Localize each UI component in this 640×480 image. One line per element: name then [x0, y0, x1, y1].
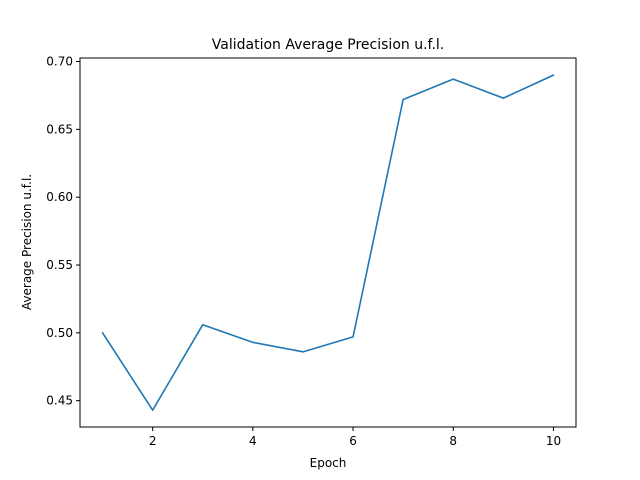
y-tick-label: 0.55	[46, 258, 73, 272]
x-tick-label: 10	[546, 434, 561, 448]
series-line	[101, 74, 555, 411]
x-tick-label: 4	[249, 434, 257, 448]
chart-title: Validation Average Precision u.f.l.	[212, 37, 444, 53]
x-tick-label: 8	[449, 434, 457, 448]
x-tick-label: 6	[349, 434, 357, 448]
y-axis: 0.45 0.50 0.55 0.60 0.65 0.70	[46, 55, 80, 408]
y-tick-label: 0.45	[46, 394, 73, 408]
y-tick-label: 0.70	[46, 55, 73, 69]
x-axis-title: Epoch	[310, 456, 347, 470]
series-layer	[101, 74, 555, 411]
y-axis-title: Average Precision u.f.l.	[20, 174, 34, 310]
plot-area	[79, 57, 577, 428]
y-tick-label: 0.60	[46, 190, 73, 204]
plot-frame	[79, 57, 577, 428]
x-axis: 2 4 6 8 10	[149, 427, 561, 448]
y-tick-label: 0.65	[46, 122, 73, 136]
y-tick-label: 0.50	[46, 326, 73, 340]
x-tick-label: 2	[149, 434, 157, 448]
